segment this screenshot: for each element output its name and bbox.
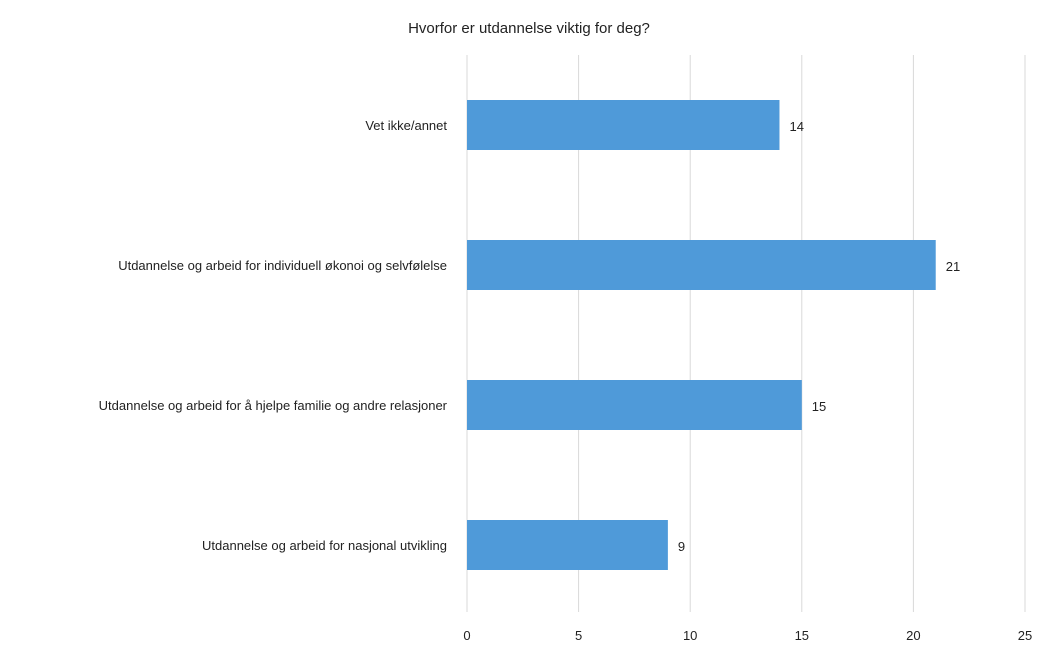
data-label-1: 14	[789, 119, 803, 134]
bar-2	[467, 240, 936, 290]
category-label-3: Utdannelse og arbeid for å hjelpe famili…	[99, 398, 448, 413]
bars	[467, 100, 936, 570]
data-label-4: 9	[678, 539, 685, 554]
bar-4	[467, 520, 668, 570]
category-label-4: Utdannelse og arbeid for nasjonal utvikl…	[202, 538, 447, 553]
x-tick-label-25: 25	[1018, 628, 1032, 643]
data-label-2: 21	[946, 259, 960, 274]
category-labels: Vet ikke/annet Utdannelse og arbeid for i…	[99, 118, 448, 553]
bar-3	[467, 380, 802, 430]
chart-title: Hvorfor er utdannelse viktig for deg?	[408, 20, 650, 37]
x-tick-label-10: 10	[683, 628, 697, 643]
bar-1	[467, 100, 780, 150]
category-label-2: Utdannelse og arbeid for individuell øko…	[118, 258, 447, 273]
data-labels: 14 21 15 9	[678, 119, 960, 554]
category-label-1: Vet ikke/annet	[365, 118, 447, 133]
x-tick-label-20: 20	[906, 628, 920, 643]
x-tick-label-15: 15	[795, 628, 809, 643]
x-axis-tick-labels: 0 5 10 15 20 25	[463, 628, 1032, 643]
x-tick-label-0: 0	[463, 628, 470, 643]
x-tick-label-5: 5	[575, 628, 582, 643]
data-label-3: 15	[812, 399, 826, 414]
